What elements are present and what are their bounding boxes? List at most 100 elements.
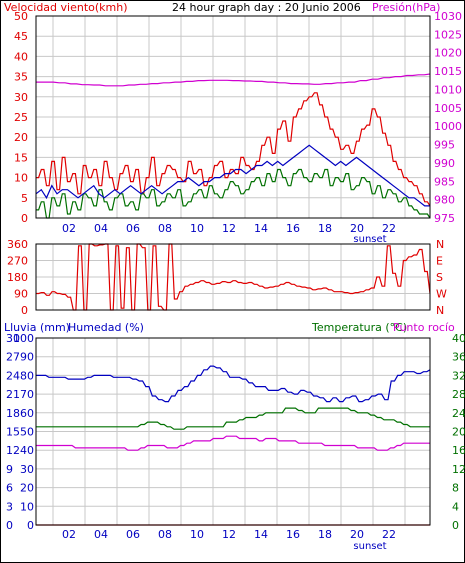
pressure-tick-label: 1015 [434,65,462,78]
panel1-x-tick-label: 10 [190,222,204,235]
rain-tick-label: 3 [6,500,13,513]
direction-degree-tick-label: 360 [7,238,28,251]
pressure-line [36,73,431,87]
panel3-x-tick-label: 04 [94,528,108,541]
wind-low-line [36,168,431,219]
panel1-x-tick-label: 02 [62,222,76,235]
humidity-line [36,365,431,403]
panel3-x-tick-label: 22 [382,528,396,541]
temperature-tick-label: 32 [452,369,465,382]
rain-tick-label: 0 [6,519,13,532]
wind-tick-label: 40 [14,50,28,63]
rain-tick-label: 30 [6,332,20,345]
wind-avg-line [35,144,430,207]
panel1-x-tick-label: 08 [158,222,172,235]
humidity-tick-label: 40 [20,444,34,457]
temperature-tick-label: 36 [452,351,465,364]
humidity-tick-label: 100 [13,332,34,345]
temperature-tick-label: 40 [452,332,465,345]
rain-tick-label: 12 [6,444,20,457]
panel1-x-tick-label: 20 [350,222,364,235]
humidity-tick-label: 30 [20,463,34,476]
pressure-tick-label: 980 [434,194,455,207]
temperature-tick-label: 12 [452,463,465,476]
temperature-tick-label: 8 [452,482,459,495]
direction-compass-tick-label: N [436,238,444,251]
humidity-tick-label: 90 [20,351,34,364]
wind-gust-line [36,92,431,207]
humidity-tick-label: 60 [20,407,34,420]
pressure-tick-label: 985 [434,175,455,188]
panel3-x-tick-label: 02 [62,528,76,541]
chart-title: 24 hour graph day : 20 Junio 2006 [172,1,361,14]
wind-tick-label: 5 [21,192,28,205]
pressure-tick-label: 1005 [434,102,462,115]
wind-tick-label: 35 [14,71,28,84]
pressure-tick-label: 990 [434,157,455,170]
pressure-tick-label: 1020 [434,47,462,60]
rain-tick-label: 6 [6,482,13,495]
wind-tick-label: 30 [14,91,28,104]
temperature-tick-label: 0 [452,519,459,532]
pressure-tick-label: 975 [434,212,455,225]
humidity-tick-label: 70 [20,388,34,401]
panel3-x-tick-label: 06 [126,528,140,541]
temperature-tick-label: 28 [452,388,465,401]
direction-compass-tick-label: S [436,271,443,284]
sunset-label: sunset [353,541,386,552]
panel1-x-tick-label: 18 [318,222,332,235]
humidity-tick-label: 20 [20,482,34,495]
temperature-tick-label: 4 [452,500,459,513]
temperature-tick-label: 24 [452,407,465,420]
direction-degree-tick-label: 90 [14,288,28,301]
panel1-x-tick-label: 14 [254,222,268,235]
dewpoint-line [36,435,430,451]
wind-tick-label: 10 [14,172,28,185]
pressure-tick-label: 1030 [434,10,462,23]
wind-tick-label: 25 [14,111,28,124]
panel1-x-tick-label: 12 [222,222,236,235]
humidity-tick-label: 80 [20,369,34,382]
pressure-axis-label: Presión(hPa) [372,1,440,14]
pressure-tick-label: 1025 [434,28,462,41]
rain-tick-label: 24 [6,369,20,382]
temperature-tick-label: 16 [452,444,465,457]
rain-tick-label: 15 [6,426,20,439]
panel3-x-tick-label: 20 [350,528,364,541]
panel3-x-tick-label: 12 [222,528,236,541]
panel3-frame [35,337,431,526]
wind-tick-label: 0 [21,212,28,225]
direction-degree-tick-label: 270 [7,255,28,268]
direction-degree-tick-label: 180 [7,271,28,284]
rain-tick-label: 18 [6,407,20,420]
sunset-label: sunset [353,234,386,245]
direction-compass-tick-label: N [436,304,444,317]
panel1-x-tick-label: 22 [382,222,396,235]
dewpoint-axis-label: Punto rocío [393,321,455,334]
panel3-x-tick-label: 08 [158,528,172,541]
panel3-x-tick-label: 18 [318,528,332,541]
humidity-tick-label: 0 [27,519,34,532]
rain-tick-label: 21 [6,388,20,401]
wind-speed-axis-label: Velocidad viento(kmh) [4,1,128,14]
panel3-x-tick-label: 10 [190,528,204,541]
panel1-x-tick-label: 04 [94,222,108,235]
direction-compass-tick-label: W [436,288,447,301]
panel2-frame [35,243,431,311]
wind-tick-label: 20 [14,131,28,144]
pressure-tick-label: 1010 [434,83,462,96]
humidity-tick-label: 10 [20,500,34,513]
rain-tick-label: 9 [6,463,13,476]
rain-axis-label: Lluvia (mm) [4,321,70,334]
wind-tick-label: 45 [14,30,28,43]
panel1-x-tick-label: 06 [126,222,140,235]
humidity-axis-label: Humedad (%) [68,321,144,334]
wind-direction-line [36,243,431,311]
pressure-tick-label: 1000 [434,120,462,133]
direction-degree-tick-label: 0 [21,304,28,317]
wind-tick-label: 50 [14,10,28,23]
temperature-line [36,407,430,430]
temperature-tick-label: 20 [452,426,465,439]
wind-tick-label: 15 [14,151,28,164]
